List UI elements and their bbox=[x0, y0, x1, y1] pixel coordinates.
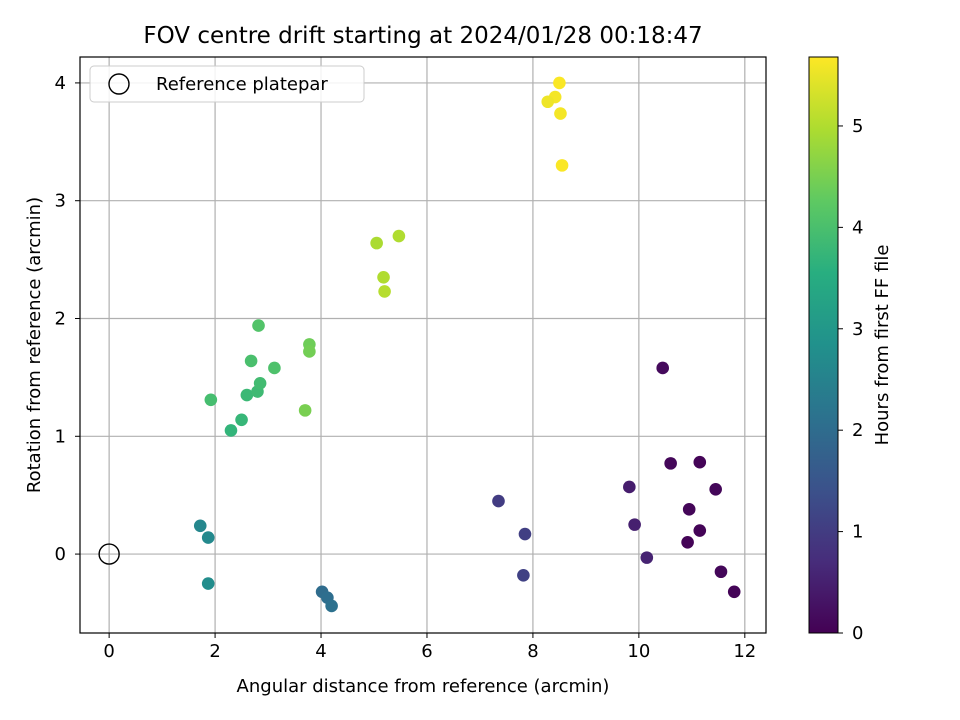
y-tick-label: 0 bbox=[55, 544, 66, 565]
data-point bbox=[193, 519, 207, 533]
data-point bbox=[378, 285, 391, 298]
x-tick-label: 0 bbox=[103, 641, 114, 662]
data-point bbox=[640, 551, 654, 564]
x-tick-label: 4 bbox=[315, 641, 326, 662]
legend-label: Reference platepar bbox=[156, 74, 328, 95]
x-tick-label: 6 bbox=[421, 641, 432, 662]
legend: Reference platepar bbox=[89, 65, 365, 103]
data-point bbox=[727, 585, 741, 599]
data-point bbox=[244, 354, 258, 368]
colorbar-ticks: 0 1 2 3 4 5 bbox=[838, 116, 863, 644]
data-point bbox=[709, 482, 722, 496]
x-tick-label: 8 bbox=[527, 641, 538, 662]
y-tick-label: 2 bbox=[55, 308, 66, 329]
y-tick-label: 4 bbox=[55, 73, 66, 94]
plot-frame bbox=[79, 56, 767, 634]
x-axis-label: Angular distance from reference (arcmin) bbox=[237, 676, 610, 697]
data-point bbox=[224, 424, 238, 437]
data-point bbox=[714, 565, 728, 579]
reference-marker-group bbox=[98, 543, 120, 565]
data-point bbox=[303, 345, 316, 358]
data-point bbox=[492, 494, 505, 508]
data-point bbox=[555, 159, 569, 172]
y-axis-label: Rotation from reference (arcmin) bbox=[24, 197, 45, 493]
data-point bbox=[240, 388, 254, 402]
colorbar-label: Hours from first FF file bbox=[872, 245, 893, 446]
data-point bbox=[298, 404, 312, 417]
y-tick-label: 1 bbox=[55, 426, 66, 447]
x-tick-label: 12 bbox=[733, 641, 756, 662]
data-point bbox=[201, 577, 215, 590]
grid bbox=[80, 57, 766, 633]
colorbar-tick-label: 0 bbox=[852, 623, 863, 644]
data-point bbox=[377, 270, 390, 284]
colorbar-gradient bbox=[808, 56, 839, 634]
colorbar: 0 1 2 3 4 5 Hours from first FF file bbox=[808, 56, 893, 644]
data-point bbox=[517, 568, 530, 582]
x-tick-label: 2 bbox=[209, 641, 220, 662]
data-point bbox=[268, 361, 281, 375]
data-point bbox=[204, 393, 218, 407]
data-point bbox=[553, 76, 566, 90]
data-point bbox=[623, 480, 636, 494]
data-point bbox=[664, 457, 677, 470]
data-point bbox=[392, 229, 406, 243]
data-point bbox=[693, 455, 707, 469]
data-point bbox=[656, 361, 670, 375]
data-point bbox=[682, 503, 696, 516]
data-point bbox=[681, 536, 694, 549]
colorbar-tick-label: 5 bbox=[852, 116, 863, 137]
colorbar-tick-label: 3 bbox=[852, 319, 863, 340]
reference-marker bbox=[98, 543, 120, 565]
legend-marker bbox=[108, 73, 130, 95]
colorbar-tick-label: 1 bbox=[852, 522, 863, 543]
data-points bbox=[193, 76, 741, 613]
data-point bbox=[693, 524, 707, 537]
colorbar-tick-label: 4 bbox=[852, 217, 863, 238]
data-point bbox=[235, 413, 248, 427]
data-point bbox=[518, 527, 532, 541]
chart-title: FOV centre drift starting at 2024/01/28 … bbox=[143, 23, 702, 49]
data-point bbox=[325, 599, 338, 613]
data-point bbox=[370, 236, 383, 250]
data-point bbox=[201, 531, 215, 544]
data-point bbox=[541, 95, 555, 109]
legend-box bbox=[89, 65, 365, 103]
colorbar-tick-label: 2 bbox=[852, 420, 863, 441]
y-tick-label: 3 bbox=[55, 191, 66, 212]
data-point bbox=[253, 376, 267, 390]
data-point bbox=[252, 319, 265, 332]
data-point bbox=[628, 518, 641, 531]
x-tick-label: 10 bbox=[627, 641, 650, 662]
data-point bbox=[554, 107, 567, 120]
